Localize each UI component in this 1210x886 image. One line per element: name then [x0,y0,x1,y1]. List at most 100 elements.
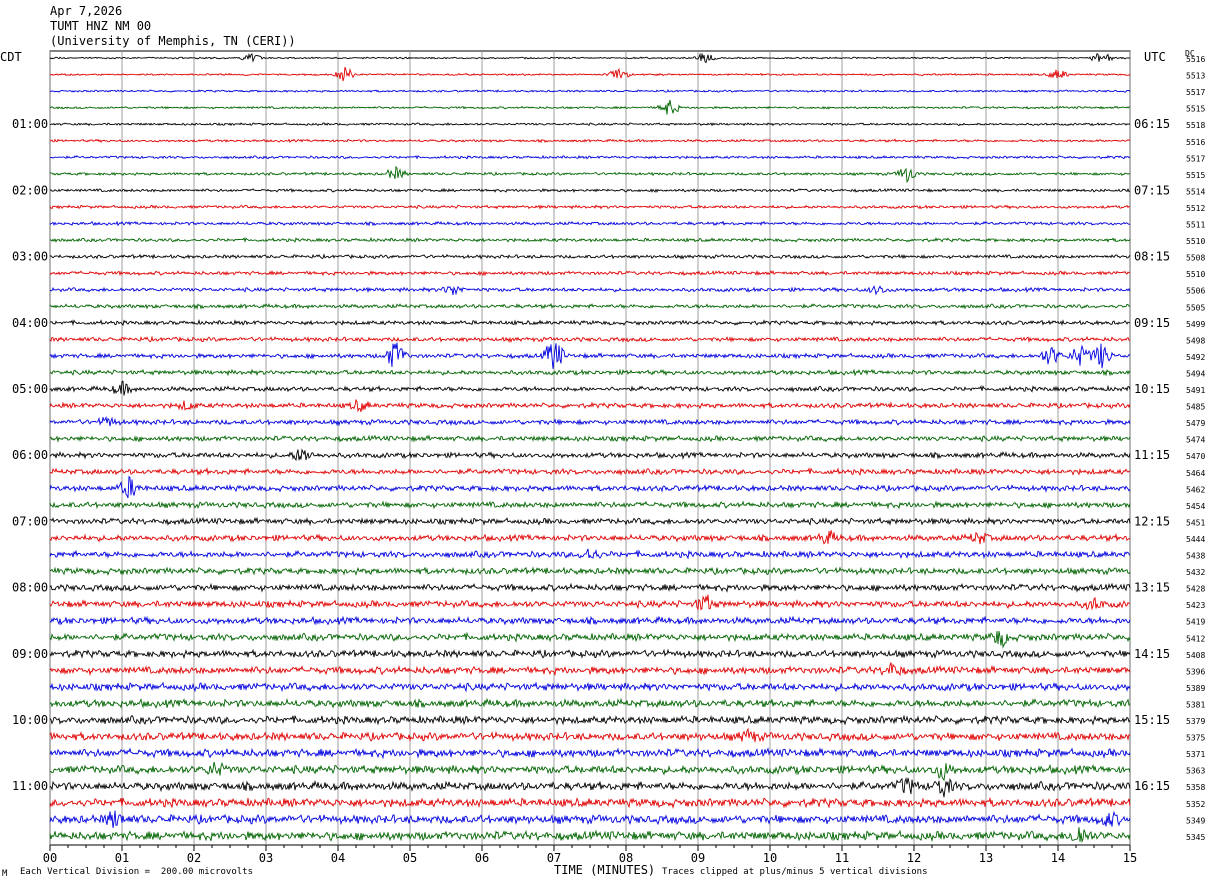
dc-offset-label: 5371 [1186,750,1205,759]
left-hour-label: 07:00 [12,514,48,528]
dc-offset-label: 5515 [1186,171,1205,180]
dc-offset-label: 5511 [1186,221,1205,230]
x-tick-label: 08 [619,851,633,865]
trace-line [49,516,1131,527]
scale-note: Each Vertical Division = 200.00 microvol… [20,867,253,877]
x-tick-label: 10 [763,851,777,865]
trace-line [50,66,1131,82]
trace-line [49,138,1131,144]
trace-line [49,467,1131,477]
dc-offset-label: 5506 [1186,287,1205,296]
trace-line [49,52,1131,64]
dc-offset-label: 5474 [1186,436,1205,445]
right-hour-label: 14:15 [1134,647,1170,661]
dc-offset-label: 5363 [1186,767,1205,776]
right-hour-label: 08:15 [1134,250,1170,264]
trace-line [49,319,1131,327]
x-tick-label: 12 [907,851,921,865]
left-hour-label: 01:00 [12,117,48,131]
trace-line [49,548,1131,560]
left-hour-label: 09:00 [12,647,48,661]
x-tick-label: 07 [547,851,561,865]
left-hour-label: 04:00 [12,316,48,330]
trace-line [49,566,1131,576]
trace-line [49,615,1131,626]
trace-line [49,434,1131,443]
trace-line [49,500,1131,510]
trace-line [49,335,1131,343]
trace-line [49,747,1131,760]
dc-offset-label: 5423 [1186,601,1205,610]
trace-line [49,165,1130,183]
dc-offset-label: 5444 [1186,535,1205,544]
right-hour-label: 10:15 [1134,382,1170,396]
x-tick-label: 02 [187,851,201,865]
right-hour-label: 15:15 [1134,713,1170,727]
trace-line [49,89,1131,93]
trace-line [49,475,1131,499]
trace-line [49,236,1131,243]
trace-line [49,380,1131,396]
dc-offset-label: 5491 [1186,386,1205,395]
dc-offset-label: 5508 [1186,254,1205,263]
trace-line [49,810,1131,828]
trace-line [49,368,1131,377]
dc-offset-label: 5514 [1186,187,1205,196]
trace-line [49,448,1131,462]
dc-offset-label: 5516 [1186,55,1205,64]
trace-line [49,530,1131,545]
dc-offset-label: 5479 [1186,419,1205,428]
dc-offset-label: 5408 [1186,651,1205,660]
dc-offset-label: 5352 [1186,800,1205,809]
dc-offset-label: 5510 [1186,270,1205,279]
trace-line [49,761,1131,782]
dc-offset-label: 5499 [1186,320,1205,329]
trace-line [49,648,1131,660]
left-hour-label: 06:00 [12,448,48,462]
dc-offset-label: 5432 [1186,568,1205,577]
trace-line [49,220,1130,227]
dc-offset-label: 5518 [1186,121,1205,130]
x-tick-label: 03 [259,851,273,865]
dc-offset-label: 5419 [1186,618,1205,627]
x-tick-label: 00 [43,851,57,865]
left-hour-label: 08:00 [12,581,48,595]
dc-offset-label: 5517 [1186,154,1205,163]
trace-line [49,776,1131,798]
dc-offset-label: 5358 [1186,783,1205,792]
left-hour-label: 02:00 [12,183,48,197]
dc-offset-label: 5462 [1186,485,1205,494]
trace-line [49,796,1131,810]
trace-line [49,269,1131,277]
trace-line [49,594,1131,611]
x-tick-label: 04 [331,851,345,865]
dc-label: DC [1185,49,1195,58]
dc-offset-label: 5396 [1186,667,1205,676]
trace-line [49,204,1130,210]
dc-offset-label: 5505 [1186,303,1205,312]
dc-offset-label: 5464 [1186,469,1205,478]
left-hour-label: 03:00 [12,250,48,264]
dc-offset-label: 5513 [1186,72,1205,81]
clip-note: Traces clipped at plus/minus 5 vertical … [662,867,928,877]
trace-line [49,285,1131,296]
header-institution: (University of Memphis, TN (CERI)) [50,34,296,48]
trace-line [49,342,1131,369]
right-hour-label: 09:15 [1134,316,1170,330]
trace-line [49,697,1131,709]
header-date: Apr 7,2026 [50,4,123,18]
left-hour-label: 10:00 [12,713,48,727]
x-axis-label: TIME (MINUTES) [554,863,656,877]
dc-offset-label: 5492 [1186,353,1205,362]
dc-offset-label: 5381 [1186,700,1205,709]
dc-offset-label: 5349 [1186,816,1205,825]
dc-offset-label: 5438 [1186,552,1205,561]
right-hour-label: 11:15 [1134,448,1170,462]
left-timezone-label: CDT [0,50,22,64]
trace-line [49,302,1131,310]
x-tick-label: 11 [835,851,849,865]
trace-line [49,398,1131,413]
dc-offset-label: 5516 [1186,138,1205,147]
dc-offset-label: 5494 [1186,369,1205,378]
